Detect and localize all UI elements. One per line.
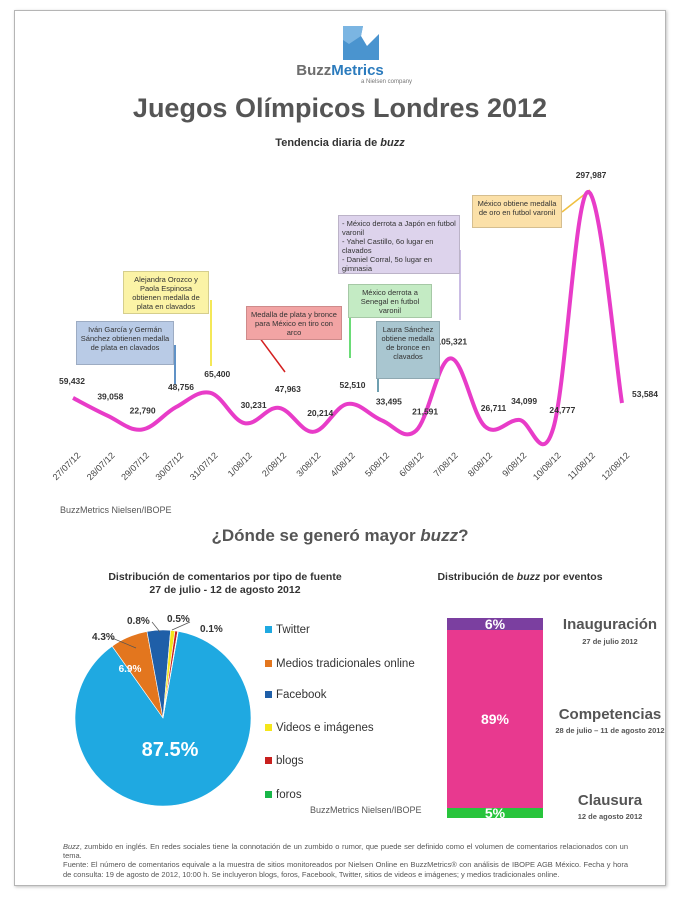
x-tick-label: 8/08/12 <box>466 450 494 478</box>
data-label: 24,777 <box>549 405 575 415</box>
legend-swatch <box>265 791 272 798</box>
data-label: 59,432 <box>59 376 85 386</box>
pie-leader-line <box>151 621 161 633</box>
source-pie-chart: 87.5% 6.9% 4.3% 0.8% 0.5% 0.1% <box>74 614 252 807</box>
data-label: 297,987 <box>576 170 607 180</box>
event-date-clausura: 12 de agosto 2012 <box>577 812 643 821</box>
legend-swatch <box>265 724 272 731</box>
line-chart-source: BuzzMetrics Nielsen/IBOPE <box>60 505 172 515</box>
pie-value-label: 4.3% <box>92 632 115 643</box>
pie-leader-line <box>111 637 137 649</box>
data-label: 34,099 <box>511 396 537 406</box>
x-tick-label: 10/08/12 <box>531 450 563 482</box>
series-line <box>72 189 624 447</box>
x-tick-label: 3/08/12 <box>294 450 322 478</box>
legend-label: foros <box>276 789 302 801</box>
callout-event: México derrota a Senegal en futbol varon… <box>348 284 432 318</box>
x-tick-label: 1/08/12 <box>226 450 254 478</box>
x-tick-label: 2/08/12 <box>260 450 288 478</box>
data-label: 65,400 <box>204 369 230 379</box>
events-stacked-bar: 6% 89% 5% <box>447 616 543 821</box>
callout-event: - México derrota a Japón en futbol varon… <box>338 215 460 274</box>
pie-chart-title: Distribución de comentarios por tipo de … <box>108 571 342 596</box>
callout-event: México obtiene medalla de oro en futbol … <box>472 195 562 228</box>
legend-label: Twitter <box>276 624 310 636</box>
legend-label: Medios tradicionales online <box>276 658 415 670</box>
brand-tagline: a Nielsen company <box>361 79 413 85</box>
pie-value-label: 6.9% <box>119 664 142 675</box>
section-heading: ¿Dónde se generó mayor buzz? <box>211 526 469 545</box>
stack-segment <box>447 618 543 630</box>
stack-segment <box>447 630 543 808</box>
event-date-inauguracion: 27 de julio 2012 <box>582 637 638 646</box>
stack-value-label: 6% <box>485 616 506 632</box>
legend-swatch <box>265 691 272 698</box>
x-tick-label: 29/07/12 <box>119 450 151 482</box>
x-tick-label: 30/07/12 <box>153 450 185 482</box>
x-tick-label: 4/08/12 <box>329 450 357 478</box>
legend-label: Videos e imágenes <box>276 722 374 734</box>
data-label: 33,495 <box>376 396 402 406</box>
data-label: 53,584 <box>632 389 658 399</box>
page-title: Juegos Olímpicos Londres 2012 <box>132 93 548 123</box>
pie-slice <box>74 630 252 807</box>
pie-slice <box>162 630 179 719</box>
pie-value-label: 0.1% <box>200 624 223 635</box>
data-label: 39,058 <box>97 392 123 402</box>
callout-event: Laura Sánchez obtiene medalla de bronce … <box>376 321 440 379</box>
event-date-competencias: 28 de julio – 11 de agosto 2012 <box>555 726 665 735</box>
brand-logo-text: BuzzMetrics <box>296 62 384 79</box>
callout-event: Iván García y Germán Sánchez obtienen me… <box>76 321 174 365</box>
pie-value-label: 87.5% <box>142 739 199 761</box>
legend-label: Facebook <box>276 689 327 701</box>
legend-swatch <box>265 626 272 633</box>
data-label: 22,790 <box>130 406 156 416</box>
buzzmetrics-logo-icon <box>343 26 379 60</box>
x-tick-label: 31/07/12 <box>188 450 220 482</box>
x-tick-label: 7/08/12 <box>432 450 460 478</box>
pie-value-label: 0.8% <box>127 616 150 627</box>
event-label-clausura: Clausura <box>577 792 643 809</box>
legend-swatch <box>265 660 272 667</box>
event-label-inauguracion: Inauguración <box>562 616 658 633</box>
data-label: 26,711 <box>481 403 507 413</box>
data-label: 48,756 <box>168 382 194 392</box>
x-tick-label: 5/08/12 <box>363 450 391 478</box>
x-tick-label: 9/08/12 <box>500 450 528 478</box>
trend-chart-title: Tendencia diaria de buzz <box>275 137 405 149</box>
pie-chart-source: BuzzMetrics Nielsen/IBOPE <box>310 805 422 815</box>
data-label: 30,231 <box>241 400 267 410</box>
data-label: 52,510 <box>340 380 366 390</box>
pie-value-label: 0.5% <box>167 614 190 625</box>
event-label-competencias: Competencias <box>558 706 662 723</box>
callout-event: Alejandra Orozco y Paola Espinosa obtien… <box>123 271 209 314</box>
data-label: 47,963 <box>275 384 301 394</box>
x-tick-label: 6/08/12 <box>397 450 425 478</box>
callout-event: Medalla de plata y bronce para México en… <box>246 306 342 340</box>
stack-segment <box>447 808 543 818</box>
events-chart-title: Distribución de buzz por eventos <box>437 571 603 583</box>
x-tick-label: 12/08/12 <box>600 450 632 482</box>
data-label: 20,214 <box>307 408 333 418</box>
stack-value-label: 5% <box>485 805 506 821</box>
stack-value-label: 89% <box>481 711 510 727</box>
x-tick-label: 28/07/12 <box>85 450 117 482</box>
buzz-trend-line-chart: 59,432 39,058 22,790 48,756 65,400 30,231 47,9… <box>51 170 659 482</box>
pie-leader-line <box>171 621 191 631</box>
data-label: 21,591 <box>412 407 438 417</box>
footnote: Buzz, zumbido en inglés. En redes social… <box>63 842 628 879</box>
x-tick-label: 11/08/12 <box>566 450 597 481</box>
data-label: 105,321 <box>436 336 467 346</box>
x-tick-label: 27/07/12 <box>51 450 83 482</box>
legend-label: blogs <box>276 755 304 767</box>
legend-swatch <box>265 757 272 764</box>
